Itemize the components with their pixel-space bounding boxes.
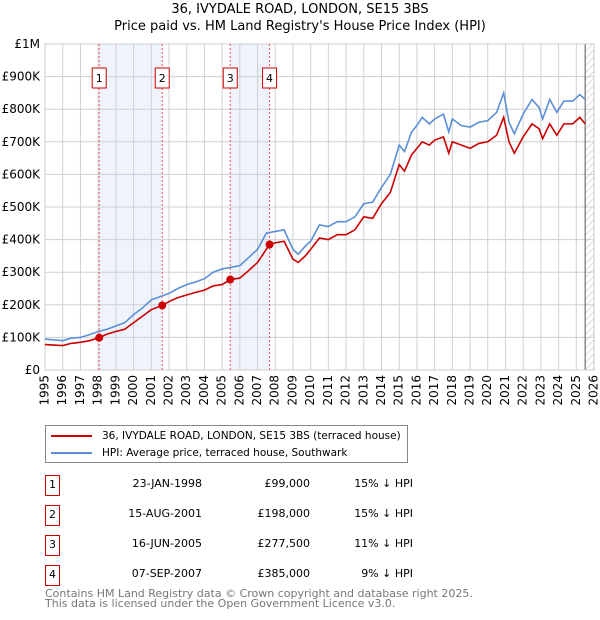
chart-subtitle: Price paid vs. HM Land Registry's House … — [114, 19, 486, 34]
legend: 36, IVYDALE ROAD, LONDON, SE15 3BS (terr… — [45, 425, 408, 463]
x-tick-label: 2001 — [144, 375, 158, 406]
x-tick-label: 2022 — [516, 375, 530, 406]
hpi-diff: 9% ↓ HPI — [361, 567, 413, 580]
x-tick-label: 2020 — [480, 375, 494, 406]
table-row: 2 15-AUG-2001 £198,000 15% ↓ HPI — [45, 505, 445, 526]
chart-title: 36, IVYDALE ROAD, LONDON, SE15 3BS — [171, 2, 429, 17]
y-tick-label: £800K — [2, 102, 42, 116]
sale-label-box — [262, 67, 278, 89]
x-tick-label: 2016 — [409, 375, 423, 406]
footer-line-1: Contains HM Land Registry data © Crown c… — [45, 587, 473, 600]
x-tick-label: 2023 — [533, 375, 547, 406]
x-tick-label: 2017 — [427, 375, 441, 406]
footer-line-2: This data is licensed under the Open Gov… — [45, 597, 396, 610]
x-tick-label: 2021 — [498, 375, 512, 406]
x-tick-label: 2019 — [463, 375, 477, 406]
x-tick-label: 2018 — [445, 375, 459, 406]
x-tick-label: 2004 — [197, 375, 211, 406]
x-tick-label: 2007 — [250, 375, 264, 406]
price-paid-line — [44, 114, 586, 347]
sale-point — [158, 301, 167, 310]
y-tick-label: £600K — [2, 167, 42, 181]
y-tick-label: £200K — [2, 298, 42, 312]
sale-label: 1 — [96, 72, 103, 85]
sale-date: 07-SEP-2007 — [131, 567, 202, 580]
x-tick-label: 2003 — [179, 375, 193, 406]
legend-item-property: 36, IVYDALE ROAD, LONDON, SE15 3BS (terr… — [46, 428, 401, 444]
y-tick-label: £500K — [2, 200, 42, 214]
x-tick-label: 2012 — [339, 375, 353, 406]
sale-label-box — [154, 67, 170, 89]
legend-item-hpi: HPI: Average price, terraced house, Sout… — [46, 445, 347, 461]
legend-label: 36, IVYDALE ROAD, LONDON, SE15 3BS (terr… — [102, 430, 401, 442]
sale-date: 23-JAN-1998 — [132, 477, 202, 490]
sale-point — [226, 275, 235, 284]
plot-border — [44, 43, 595, 371]
sale-label: 3 — [227, 72, 234, 85]
y-tick-label: £0 — [25, 363, 40, 377]
y-tick-label: £1M — [14, 37, 40, 51]
x-tick-label: 2008 — [268, 375, 282, 406]
table-row: 1 23-JAN-1998 £99,000 15% ↓ HPI — [45, 475, 445, 496]
x-tick-label: 2010 — [303, 375, 317, 406]
legend-swatch-blue — [51, 452, 92, 454]
sale-label: 4 — [266, 72, 273, 85]
sale-date: 16-JUN-2005 — [131, 537, 202, 550]
x-tick-label: 1999 — [108, 375, 122, 406]
footer: Contains HM Land Registry data © Crown c… — [45, 587, 473, 610]
x-tick-label: 2025 — [569, 375, 583, 406]
hpi-diff: 15% ↓ HPI — [354, 477, 413, 490]
sale-price: £99,000 — [264, 477, 311, 490]
sale-price: £385,000 — [257, 567, 311, 580]
x-tick-label: 2002 — [161, 375, 175, 406]
price-chart: 1995 1996 1997 1998 1999 2000 2001 2002 2003 2004… — [2, 37, 600, 406]
x-tick-label: 2026 — [587, 375, 600, 406]
sale-date: 15-AUG-2001 — [128, 507, 202, 520]
legend-swatch-red — [51, 435, 92, 437]
hpi-line — [44, 89, 586, 342]
sale-point — [95, 333, 104, 342]
sale-label-box — [91, 67, 107, 89]
forecast-hatch — [585, 44, 594, 370]
sale-price: £277,500 — [257, 537, 311, 550]
sale-label: 2 — [159, 72, 166, 85]
x-tick-label: 2013 — [356, 375, 370, 406]
sale-marker-badge: 4 — [45, 565, 60, 586]
table-row: 4 07-SEP-2007 £385,000 9% ↓ HPI — [45, 565, 445, 586]
x-tick-label: 1996 — [55, 375, 69, 406]
x-tick-label: 2015 — [392, 375, 406, 406]
x-tick-label: 2014 — [374, 375, 388, 406]
legend-label: HPI: Average price, terraced house, Sout… — [102, 447, 348, 459]
sale-price: £198,000 — [257, 507, 311, 520]
y-tick-label: £700K — [2, 135, 42, 149]
x-tick-label: 1995 — [38, 375, 52, 406]
x-tick-label: 2006 — [232, 375, 246, 406]
sale-label-box — [222, 67, 238, 89]
table-row: 3 16-JUN-2005 £277,500 11% ↓ HPI — [45, 535, 445, 556]
x-tick-label: 2024 — [551, 375, 565, 406]
x-tick-label: 2000 — [126, 375, 140, 406]
y-tick-label: £400K — [2, 233, 42, 247]
y-tick-label: £900K — [2, 70, 42, 84]
x-tick-label: 1998 — [91, 375, 105, 406]
sale-marker-badge: 1 — [45, 475, 60, 496]
sale-marker-badge: 3 — [45, 535, 60, 556]
sale-marker-badge: 2 — [45, 505, 60, 526]
x-tick-label: 2011 — [321, 375, 335, 406]
x-tick-label: 2009 — [285, 375, 299, 406]
sale-point — [265, 240, 274, 249]
x-tick-label: 1997 — [73, 375, 87, 406]
x-tick-label: 2005 — [215, 375, 229, 406]
y-tick-label: £300K — [2, 265, 42, 279]
hpi-diff: 15% ↓ HPI — [354, 507, 413, 520]
hpi-diff: 11% ↓ HPI — [354, 537, 413, 550]
y-tick-label: £100K — [2, 330, 42, 344]
